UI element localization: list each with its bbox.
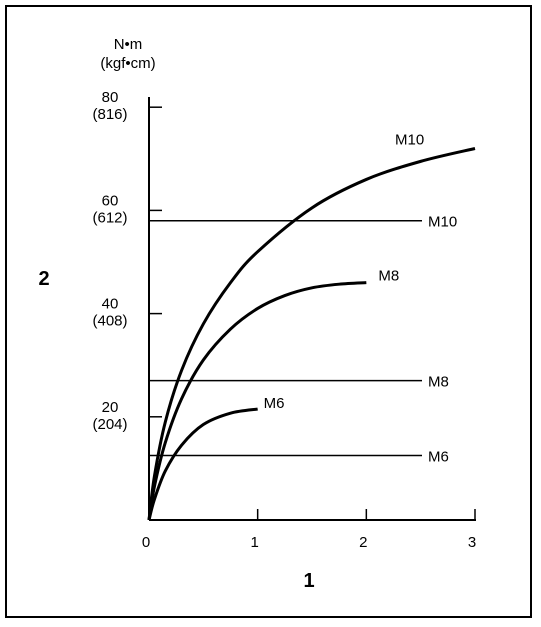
limit-line-label-m8: M8 xyxy=(428,374,449,391)
limit-line-label-m6: M6 xyxy=(428,449,449,466)
y-tick-label: 80 xyxy=(102,89,119,106)
y-unit-line-2: (kgf•cm) xyxy=(100,55,155,72)
y-tick-sublabel: (408) xyxy=(92,313,127,330)
x-tick-label: 3 xyxy=(468,534,476,551)
curve-m6 xyxy=(147,407,258,521)
y-tick-sublabel: (816) xyxy=(92,106,127,123)
curves: M10 M8 M6 xyxy=(147,131,476,521)
y-tick-sublabel: (204) xyxy=(92,416,127,433)
limit-lines: M10 M8 M6 xyxy=(149,214,457,466)
x-tick-label: 1 xyxy=(250,534,258,551)
curve-label-m10: M10 xyxy=(395,131,424,148)
y-tick-label: 60 xyxy=(102,192,119,209)
y-tick-sublabel: (612) xyxy=(92,209,127,226)
axes xyxy=(148,97,476,521)
y-axis-label: 2 xyxy=(38,268,49,290)
x-tick-label: 2 xyxy=(359,534,367,551)
chart-frame xyxy=(5,5,532,618)
x-tick-label: 0 xyxy=(142,534,150,551)
y-tick-label: 20 xyxy=(102,399,119,416)
limit-line-label-m10: M10 xyxy=(428,214,457,231)
curve-label-m8: M8 xyxy=(378,268,399,285)
curve-m10 xyxy=(147,147,476,521)
x-axis-label: 1 xyxy=(303,570,314,592)
y-unit-line-1: N•m xyxy=(114,36,143,53)
ticks: 0 1 2 3 20(204) 40(408) 60(612) 80(816) xyxy=(92,89,476,551)
curve-label-m6: M6 xyxy=(264,395,285,412)
y-tick-label: 40 xyxy=(102,296,119,313)
curve-m8 xyxy=(147,281,367,521)
